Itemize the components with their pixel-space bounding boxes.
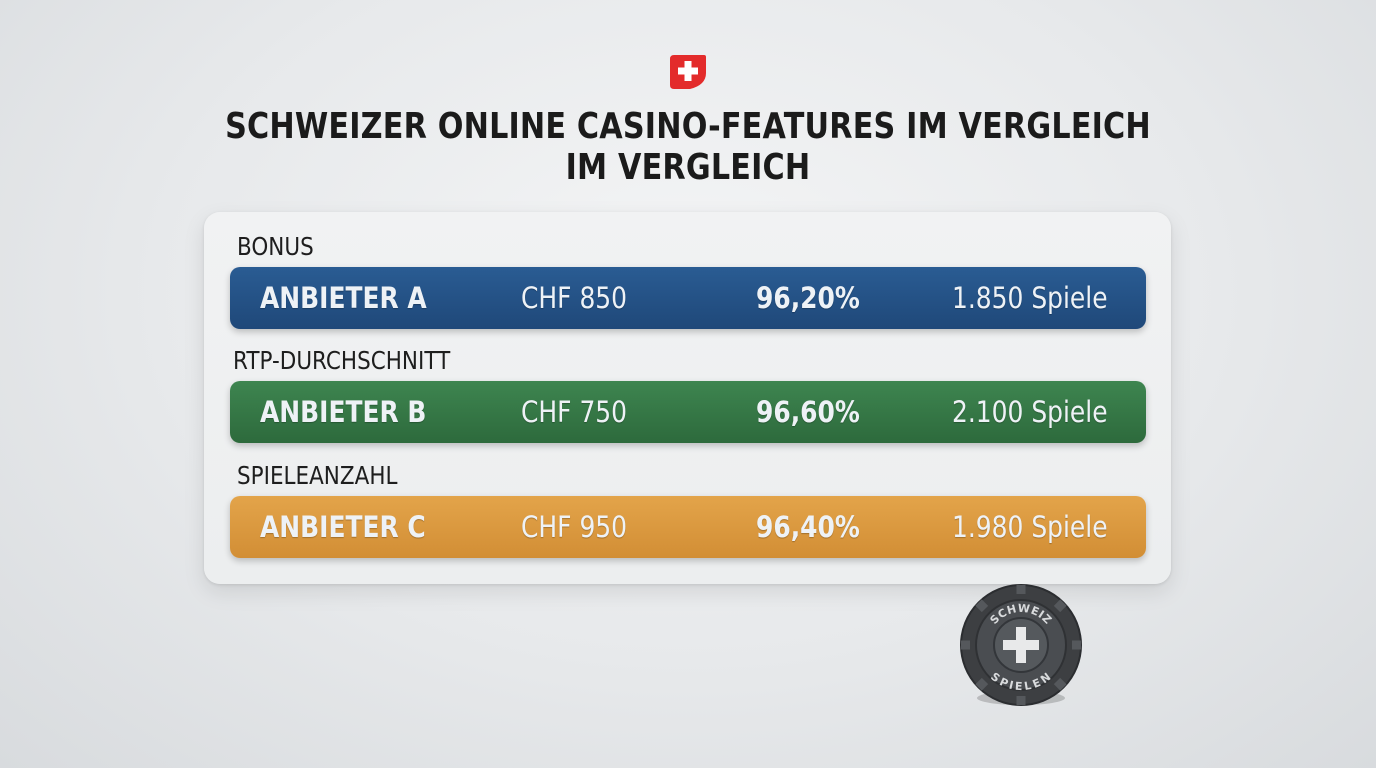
provider-games: 1.980 Spiele <box>952 510 1108 544</box>
swiss-flag-icon <box>670 55 706 89</box>
label-bonus: BONUS <box>237 232 314 261</box>
page-title: SCHWEIZER ONLINE CASINO-FEATURES IM VERG… <box>225 106 1151 147</box>
provider-rtp: 96,40% <box>756 510 860 544</box>
provider-row-b: ANBIETER B CHF 750 96,60% 2.100 Spiele <box>230 381 1146 443</box>
provider-name: ANBIETER B <box>260 395 427 429</box>
provider-row-a: ANBIETER A CHF 850 96,20% 1.850 Spiele <box>230 267 1146 329</box>
provider-games: 2.100 Spiele <box>952 395 1108 429</box>
label-rtp: RTP-DURCHSCHNITT <box>233 346 451 375</box>
casino-chip: SCHWEIZ SPIELEN <box>960 584 1082 706</box>
provider-rtp: 96,60% <box>756 395 860 429</box>
provider-bonus: CHF 950 <box>521 510 628 544</box>
provider-name: ANBIETER C <box>260 510 426 544</box>
label-games: SPIELEANZAHL <box>237 461 398 490</box>
provider-name: ANBIETER A <box>260 281 427 315</box>
provider-row-c: ANBIETER C CHF 950 96,40% 1.980 Spiele <box>230 496 1146 558</box>
page-title-line2: IM VERGLEICH <box>565 147 811 188</box>
provider-bonus: CHF 850 <box>521 281 628 315</box>
provider-bonus: CHF 750 <box>521 395 628 429</box>
provider-games: 1.850 Spiele <box>952 281 1108 315</box>
provider-rtp: 96,20% <box>756 281 860 315</box>
